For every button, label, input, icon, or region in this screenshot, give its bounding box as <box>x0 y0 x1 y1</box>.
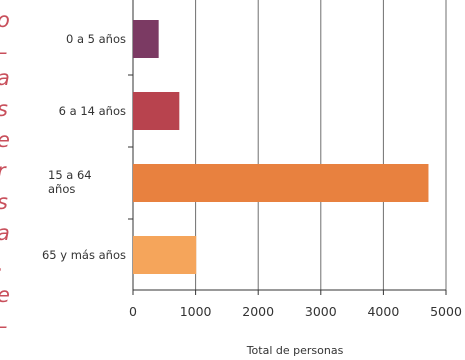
x-tick-label-4000: 4000 <box>367 304 399 319</box>
side-glyph: s <box>0 97 8 121</box>
category-labels: 0 a 5 años 6 a 14 años 15 a 64 años 65 y más… <box>42 32 126 262</box>
side-glyph: a <box>0 221 10 245</box>
bars <box>133 20 429 274</box>
x-tick-labels: 0 1000 2000 3000 4000 5000 <box>129 304 462 319</box>
x-tick-label-0: 0 <box>129 304 137 319</box>
side-glyph: – <box>0 314 8 338</box>
category-label-2: 15 a 64 años <box>48 168 92 196</box>
x-tick-label-3000: 3000 <box>305 304 337 319</box>
x-axis-title: Total de personas <box>246 344 344 357</box>
category-label-1: 6 a 14 años <box>59 104 126 118</box>
bar-3 <box>133 236 197 274</box>
side-glyph: e <box>0 283 10 307</box>
side-glyph: s <box>0 190 8 214</box>
bar-1 <box>133 92 180 130</box>
side-glyph: . <box>0 252 4 276</box>
x-tick-label-2000: 2000 <box>242 304 274 319</box>
side-glyph: – <box>0 40 8 64</box>
bar-0 <box>133 20 159 58</box>
category-label-0: 0 a 5 años <box>66 32 126 46</box>
side-glyph: r <box>0 159 6 183</box>
side-glyph: a <box>0 66 10 90</box>
category-label-3: 65 y más años <box>42 248 126 262</box>
x-tick-label-1000: 1000 <box>180 304 212 319</box>
side-glyph: e <box>0 128 10 152</box>
bar-2 <box>133 164 429 202</box>
x-tick-label-5000: 5000 <box>430 304 462 319</box>
side-glyph: o <box>0 8 10 32</box>
gridlines <box>195 0 447 290</box>
